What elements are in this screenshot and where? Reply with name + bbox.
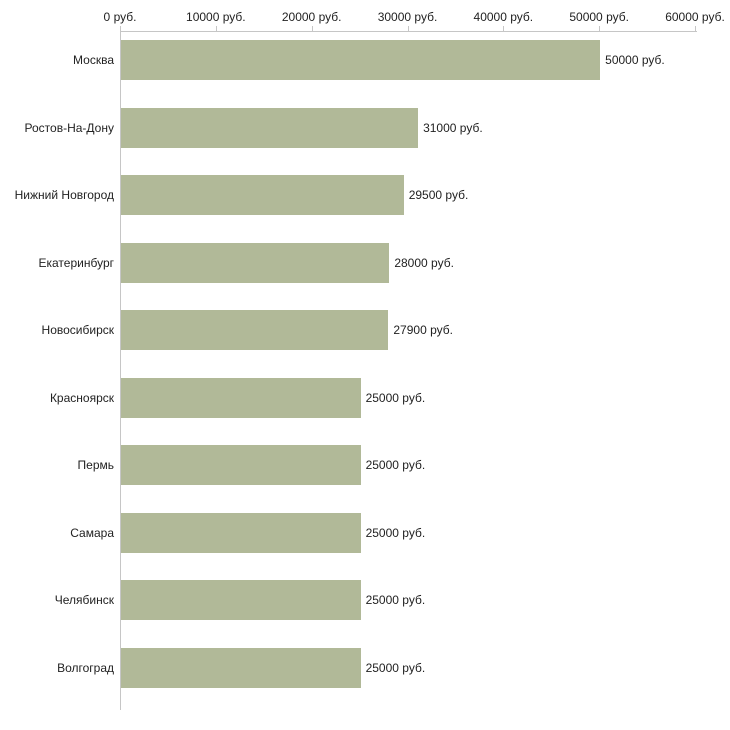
category-label: Ростов-На-Дону [24, 120, 114, 135]
category-label: Красноярск [49, 390, 114, 405]
category-label: Нижний Новгород [14, 188, 114, 202]
category-label: Волгоград [57, 660, 114, 675]
x-tick-label: 60000 руб. [665, 10, 725, 24]
bar-9 [121, 580, 361, 620]
bar-1 [121, 40, 601, 80]
x-tick-label: 30000 руб. [377, 10, 438, 24]
x-tick-label: 10000 руб. [186, 10, 246, 24]
x-tick-mark [503, 26, 505, 31]
bar-10 [121, 647, 361, 688]
value-label: 27900 руб. [393, 323, 453, 337]
value-label: 29500 руб. [408, 188, 469, 202]
x-axis-line [120, 31, 697, 32]
category-label: Челябинск [54, 593, 114, 607]
bar-3 [121, 175, 404, 215]
category-label: Самара [70, 525, 114, 540]
bar-7 [121, 445, 361, 485]
bar-8 [121, 512, 361, 553]
category-label: Новосибирск [41, 323, 114, 337]
bar-4 [121, 242, 390, 283]
value-label: 25000 руб. [365, 593, 426, 607]
value-label: 50000 руб. [605, 53, 665, 67]
x-tick-label: 50000 руб. [569, 10, 629, 24]
x-tick-label: 40000 руб. [473, 10, 534, 24]
bar-5 [121, 310, 389, 350]
value-label: 25000 руб. [365, 525, 426, 540]
value-label: 28000 руб. [394, 255, 454, 270]
bar-2 [121, 107, 419, 148]
category-label: Пермь [77, 458, 114, 472]
bar-6 [121, 377, 361, 418]
y-axis-line [120, 31, 121, 710]
x-tick-mark [407, 26, 409, 31]
value-label: 25000 руб. [365, 458, 426, 472]
category-label: Екатеринбург [38, 255, 115, 270]
x-tick-label: 0 руб. [103, 10, 137, 24]
value-label: 25000 руб. [365, 390, 426, 405]
x-tick-mark [311, 26, 313, 31]
x-tick-mark [120, 26, 121, 31]
category-label: Москва [73, 53, 114, 67]
x-tick-mark [695, 26, 696, 31]
value-label: 25000 руб. [365, 660, 426, 675]
value-label: 31000 руб. [423, 120, 483, 135]
x-tick-mark [215, 26, 217, 31]
x-tick-mark [599, 26, 601, 31]
x-tick-label: 20000 руб. [281, 10, 342, 24]
